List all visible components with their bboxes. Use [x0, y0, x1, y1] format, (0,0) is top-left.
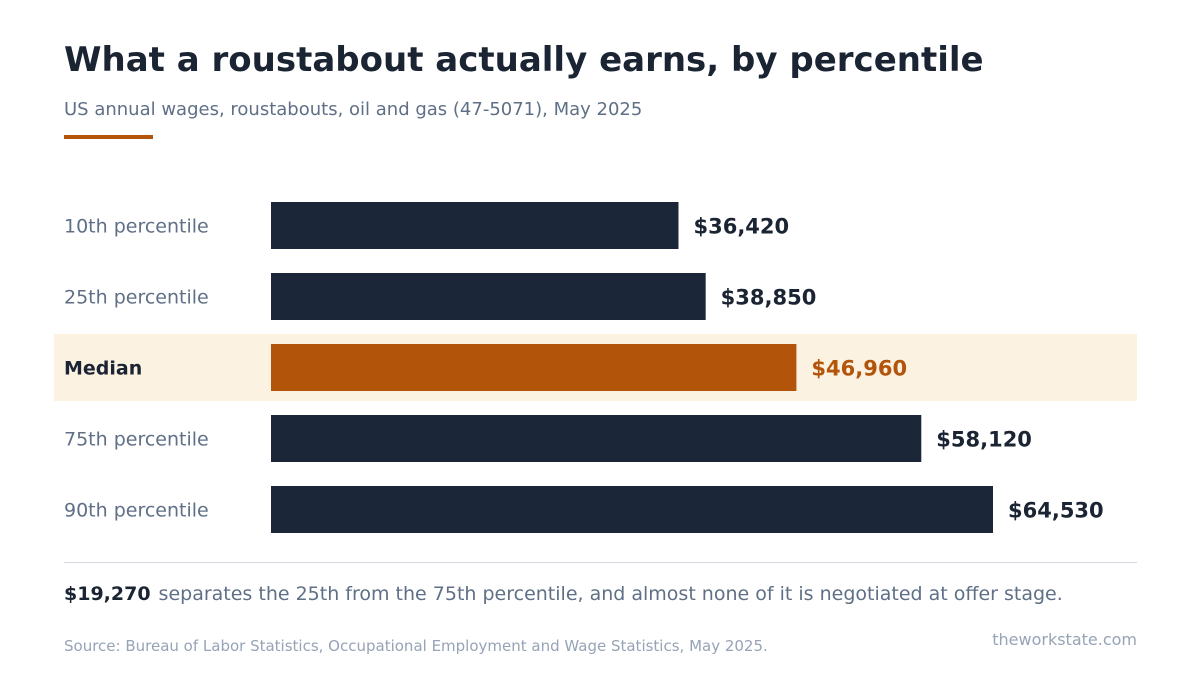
- bar-median: [271, 344, 797, 391]
- bar-10th-percentile: [271, 202, 679, 249]
- bar-25th-percentile: [271, 273, 706, 320]
- category-label-median: Median: [64, 358, 142, 380]
- value-label-90th-percentile: $64,530: [1008, 499, 1104, 523]
- takeaway-highlight: $19,270: [64, 583, 151, 605]
- source-note: Source: Bureau of Labor Statistics, Occu…: [64, 637, 768, 655]
- accent-rule: [64, 135, 153, 139]
- category-label-25th-percentile: 25th percentile: [64, 287, 209, 309]
- value-label-10th-percentile: $36,420: [693, 215, 789, 239]
- takeaway-body: separates the 25th from the 75th percent…: [158, 583, 1063, 605]
- footer-divider: [64, 562, 1137, 563]
- chart-subtitle: US annual wages, roustabouts, oil and ga…: [64, 99, 643, 120]
- category-label-75th-percentile: 75th percentile: [64, 429, 209, 451]
- value-label-75th-percentile: $58,120: [936, 428, 1032, 452]
- bar-75th-percentile: [271, 415, 922, 462]
- takeaway-text: $19,270 separates the 25th from the 75th …: [64, 581, 1137, 607]
- chart-title: What a roustabout actually earns, by per…: [64, 40, 984, 80]
- category-label-10th-percentile: 10th percentile: [64, 216, 209, 238]
- site-credit: theworkstate.com: [992, 630, 1137, 649]
- category-label-90th-percentile: 90th percentile: [64, 500, 209, 522]
- value-label-25th-percentile: $38,850: [721, 286, 817, 310]
- bar-90th-percentile: [271, 486, 993, 533]
- value-label-median: $46,960: [811, 357, 907, 381]
